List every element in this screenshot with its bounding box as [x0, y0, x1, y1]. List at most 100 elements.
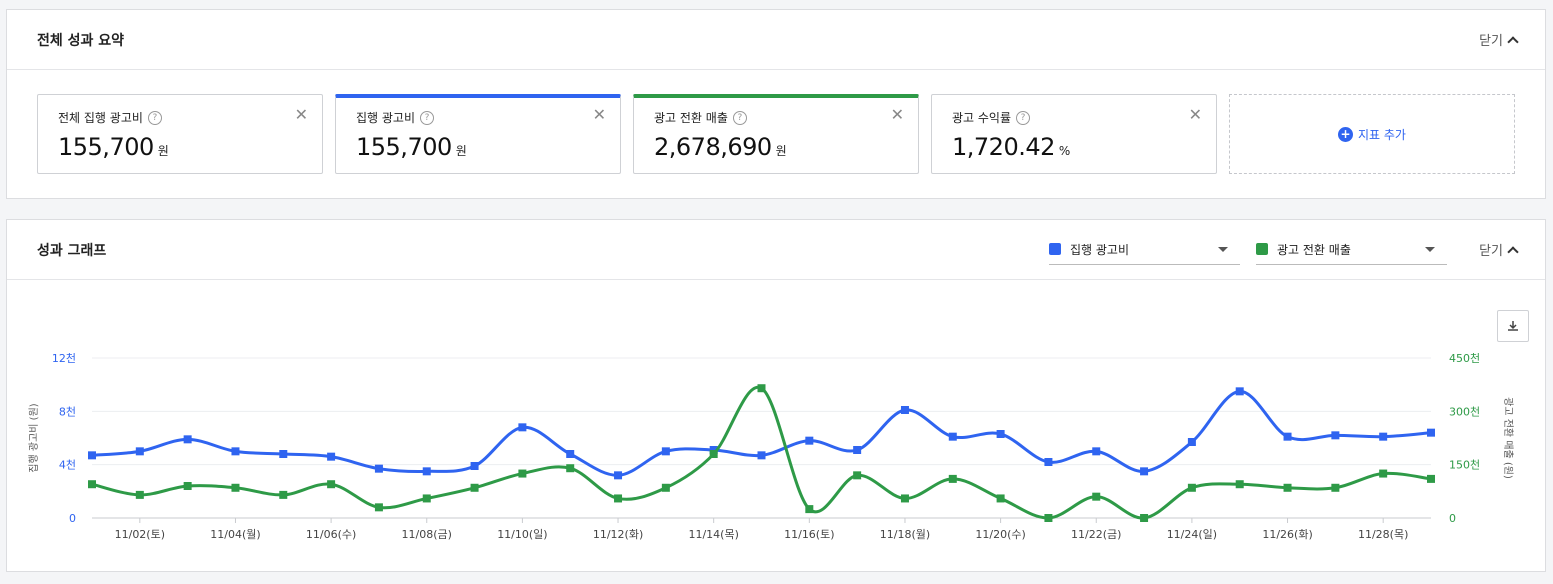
legend-swatch-green — [1256, 243, 1268, 255]
metric-label: 집행 광고비 — [356, 111, 416, 125]
data-point — [1379, 469, 1388, 478]
data-point — [183, 482, 192, 490]
add-metric-label: 지표 추가 — [1358, 127, 1406, 142]
select-label: 광고 전환 매출 — [1277, 242, 1351, 257]
metric-value: 155,700 — [58, 133, 154, 161]
data-point — [1140, 514, 1149, 522]
close-icon[interactable]: ✕ — [592, 105, 606, 124]
metric-unit: % — [1058, 144, 1070, 158]
data-point — [566, 450, 575, 458]
metric-unit: 원 — [157, 144, 169, 158]
metric-label: 광고 수익률 — [952, 111, 1012, 125]
metric-label: 광고 전환 매출 — [654, 111, 728, 125]
data-point — [1235, 387, 1244, 396]
data-point — [422, 494, 431, 503]
metric-select-revenue[interactable]: 광고 전환 매출 — [1256, 234, 1447, 265]
data-point — [470, 483, 479, 492]
collapse-label: 닫기 — [1479, 34, 1503, 49]
x-tick-label: 11/14(목) — [688, 528, 738, 541]
data-point — [518, 469, 527, 478]
data-point — [1187, 483, 1196, 492]
metric-card-roas[interactable]: 광고 수익률 ? ✕ 1,720.42% — [931, 94, 1217, 174]
data-point — [996, 430, 1005, 438]
y-left-tick-label: 8천 — [59, 404, 76, 418]
caret-down-icon — [1218, 247, 1228, 252]
metric-value: 1,720.42 — [952, 133, 1055, 161]
help-icon[interactable]: ? — [732, 110, 747, 125]
chevron-up-icon — [1507, 36, 1519, 48]
metric-card-conversion-revenue[interactable]: 광고 전환 매출 ? ✕ 2,678,690 원 — [633, 94, 919, 174]
help-icon[interactable]: ? — [147, 110, 162, 125]
y-right-tick-label: 150천 — [1449, 458, 1480, 472]
y-left-tick-label: 4천 — [59, 458, 76, 472]
metric-card-total-spend[interactable]: 전체 집행 광고비 ? ✕ 155,700 원 — [37, 94, 323, 174]
x-tick-label: 11/22(금) — [1071, 528, 1121, 541]
graph-panel: 성과 그래프 집행 광고비 광고 전환 매출 닫기 0 4천 8천 12천 0 150천 3… — [6, 219, 1546, 572]
data-point — [422, 467, 431, 476]
data-point — [327, 452, 336, 461]
data-point — [1283, 483, 1292, 492]
collapse-label: 닫기 — [1479, 244, 1503, 259]
close-icon[interactable]: ✕ — [890, 105, 904, 124]
x-tick-label: 11/18(월) — [880, 528, 930, 541]
x-tick-label: 11/28(목) — [1358, 528, 1408, 541]
y-right-axis-title: 광고 전환 매출 (원) — [1502, 397, 1514, 479]
data-point — [757, 451, 766, 460]
data-point — [1427, 428, 1435, 437]
x-tick-label: 11/16(토) — [784, 528, 834, 541]
data-point — [1044, 458, 1053, 466]
data-point — [805, 436, 814, 445]
data-point — [805, 505, 814, 514]
summary-header: 전체 성과 요약 닫기 — [7, 10, 1545, 70]
data-point — [135, 447, 144, 456]
metric-unit: 원 — [775, 144, 787, 158]
add-metric-button[interactable]: + 지표 추가 — [1229, 94, 1515, 174]
data-point — [614, 471, 623, 480]
data-point — [1092, 492, 1101, 501]
download-button[interactable] — [1497, 310, 1529, 342]
y-right-tick-label: 0 — [1449, 512, 1456, 525]
data-point — [853, 471, 862, 480]
data-point — [327, 480, 336, 489]
metric-card-spend[interactable]: 집행 광고비 ? ✕ 155,700 원 — [335, 94, 621, 174]
summary-panel: 전체 성과 요약 닫기 전체 집행 광고비 ? ✕ 155,700 원 집행 광고… — [6, 9, 1546, 199]
download-icon — [1508, 321, 1518, 331]
y-left-tick-label: 12천 — [52, 351, 76, 365]
data-point — [1331, 483, 1340, 492]
data-point — [614, 494, 623, 503]
help-icon[interactable]: ? — [420, 110, 435, 125]
data-point — [135, 490, 144, 499]
graph-header: 성과 그래프 집행 광고비 광고 전환 매출 닫기 — [7, 220, 1545, 280]
data-point — [1092, 447, 1101, 456]
data-point — [1331, 431, 1340, 440]
graph-collapse-button[interactable]: 닫기 — [1479, 240, 1519, 259]
summary-collapse-button[interactable]: 닫기 — [1479, 30, 1519, 49]
data-point — [709, 450, 718, 458]
legend-swatch-blue — [1049, 243, 1061, 255]
close-icon[interactable]: ✕ — [294, 105, 308, 124]
y-left-tick-label: 0 — [69, 512, 76, 525]
metric-value: 155,700 — [356, 133, 452, 161]
graph-title: 성과 그래프 — [37, 243, 107, 259]
metric-select-spend[interactable]: 집행 광고비 — [1049, 234, 1240, 265]
data-point — [661, 483, 670, 492]
data-point — [900, 494, 909, 503]
data-point — [1140, 467, 1149, 476]
x-tick-label: 11/20(수) — [975, 528, 1025, 541]
help-icon[interactable]: ? — [1016, 110, 1031, 125]
performance-chart: 0 4천 8천 12천 0 150천 300천 450천 11/02(토) 11/04(월) 11/… — [28, 351, 1514, 541]
data-point — [374, 503, 383, 512]
series-line-spend — [91, 389, 1432, 477]
data-point — [1283, 432, 1292, 441]
x-tick-label: 11/26(화) — [1262, 528, 1312, 541]
metric-value: 2,678,690 — [654, 133, 772, 161]
data-point — [661, 447, 670, 456]
summary-title: 전체 성과 요약 — [37, 33, 125, 49]
metric-label: 전체 집행 광고비 — [58, 111, 143, 125]
plus-icon: + — [1338, 126, 1353, 142]
data-point — [470, 462, 479, 470]
x-tick-label: 11/04(월) — [210, 528, 260, 541]
close-icon[interactable]: ✕ — [1188, 105, 1202, 124]
data-point — [231, 447, 240, 456]
x-tick-label: 11/12(화) — [593, 528, 643, 541]
